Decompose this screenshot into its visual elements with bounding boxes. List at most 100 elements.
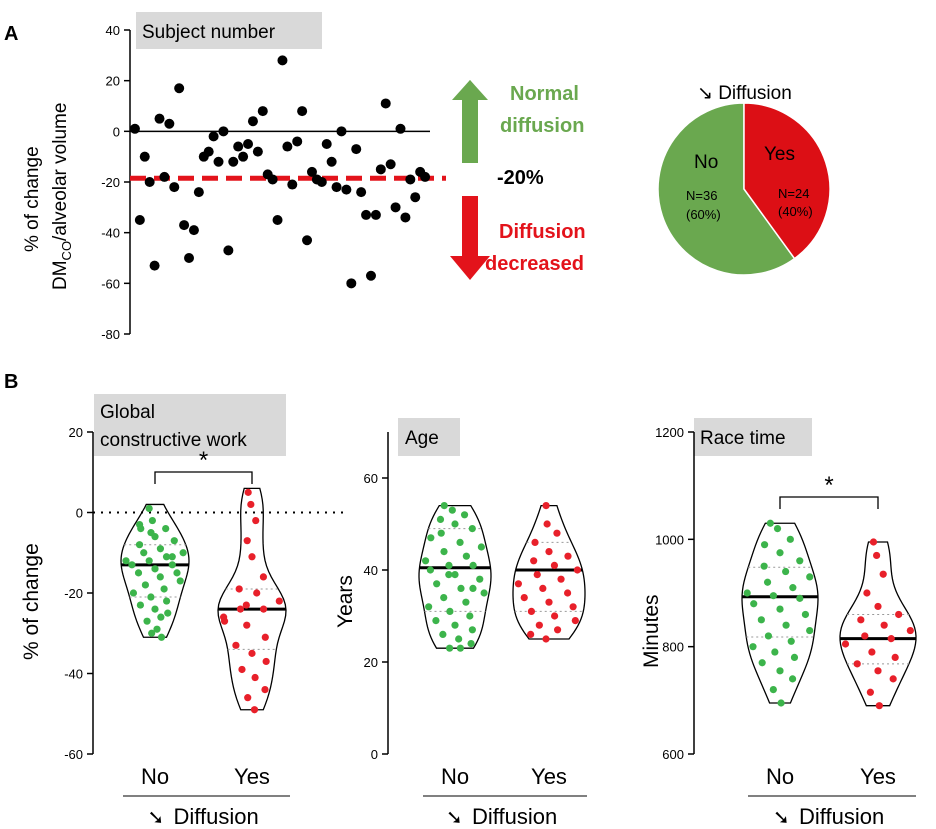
scatter-point	[365, 270, 376, 281]
decreased-arrow-shaft	[462, 196, 478, 258]
violin-point	[466, 612, 474, 620]
panel-b-letter: B	[4, 371, 18, 393]
violin-point	[469, 584, 477, 593]
violin-3-title-bg	[694, 418, 812, 456]
violin-point	[426, 566, 434, 574]
violin-point	[776, 667, 784, 675]
scatter-point	[405, 174, 416, 185]
pie-title: ↘ Diffusion	[697, 83, 792, 104]
scatter-point	[149, 260, 160, 271]
violin-point	[542, 635, 550, 643]
violin-point	[170, 537, 178, 545]
violin-point	[569, 603, 577, 611]
scatter-point	[306, 166, 317, 177]
violin-point	[235, 585, 243, 593]
normal-diffusion-arrow-shaft	[462, 97, 478, 163]
violin-point	[168, 553, 176, 561]
violin-point	[782, 621, 790, 629]
decreased-label-line1: Diffusion	[499, 221, 586, 243]
violin-3-ylabel: Minutes	[640, 594, 663, 668]
violin-point	[773, 525, 782, 533]
violin-category-label: No	[766, 764, 794, 789]
violin-point	[451, 520, 459, 528]
violin-point	[242, 601, 250, 609]
scatter-point	[174, 83, 185, 94]
violin-y-tick-label: -60	[64, 747, 83, 762]
violin-y-tick-label: 0	[76, 506, 83, 521]
violin-point	[764, 632, 773, 640]
violin-point	[776, 549, 784, 557]
violin-point	[857, 616, 865, 624]
violin-point	[874, 667, 882, 675]
violin-point	[787, 637, 795, 645]
violin-category-label: Yes	[234, 764, 270, 789]
violin-y-tick-label: 1200	[655, 425, 684, 440]
violin-point	[889, 675, 897, 683]
scatter-point	[203, 146, 214, 157]
violin-point	[457, 584, 465, 593]
scatter-y-tick-label: -60	[101, 276, 120, 291]
scatter-point	[390, 202, 401, 213]
violin-point	[143, 617, 151, 625]
violin-point	[456, 538, 464, 547]
scatter-point	[164, 118, 175, 129]
scatter-point	[410, 192, 421, 203]
violin-y-tick-label: 0	[371, 747, 378, 762]
violin-category-label: Yes	[531, 764, 567, 789]
violin-point	[806, 573, 814, 581]
violin-point	[173, 569, 181, 577]
violin-point	[520, 594, 528, 602]
significance-bracket	[154, 471, 253, 484]
violin-group-label: Diffusion	[472, 804, 557, 829]
violin-point	[545, 548, 553, 556]
scatter-point	[159, 171, 170, 182]
violin-point	[553, 529, 561, 537]
violin-point	[841, 640, 850, 648]
scatter-point	[380, 98, 391, 109]
violin-point	[251, 673, 259, 682]
violin-point	[895, 610, 903, 619]
significance-star: *	[824, 472, 833, 499]
pie-no-label: No	[694, 152, 718, 173]
scatter-point	[193, 187, 204, 198]
violin-point	[440, 502, 448, 510]
violin-point	[542, 502, 550, 510]
violin-point	[157, 613, 165, 621]
violin-point	[468, 626, 476, 634]
violin-point	[151, 605, 159, 613]
violin-point	[455, 635, 463, 643]
diffusion-arrow-icon: ➘	[148, 807, 165, 829]
scatter-point	[129, 123, 140, 134]
violin-point	[467, 640, 475, 648]
violin-point	[786, 535, 794, 543]
violin-point	[244, 488, 252, 496]
violin-point	[906, 626, 914, 635]
violin-point	[531, 538, 539, 547]
violin-point	[238, 665, 246, 674]
scatter-point	[188, 225, 199, 236]
scatter-point	[228, 156, 239, 167]
violin-point	[151, 565, 159, 573]
violin-point	[446, 644, 454, 652]
scatter-point	[302, 235, 313, 246]
violin-point	[162, 525, 170, 533]
diffusion-arrow-icon: ➘	[446, 807, 463, 829]
violin-point	[421, 557, 430, 565]
violin-point	[446, 607, 454, 616]
violin-point	[248, 553, 256, 561]
violin-point	[557, 575, 565, 583]
violin-point	[757, 616, 765, 624]
scatter-point	[316, 177, 327, 187]
decreased-arrow-head	[450, 256, 490, 280]
violin-point	[122, 557, 130, 565]
violin-y-tick-label: 20	[364, 655, 378, 670]
scatter-point	[282, 141, 293, 152]
violin-point	[128, 561, 136, 569]
violin-1-title-bg	[94, 394, 286, 456]
violin-point	[243, 537, 251, 545]
scatter-y-tick-label: -20	[101, 175, 120, 190]
violin-3-title: Race time	[700, 428, 786, 449]
scatter-title-bg	[136, 12, 322, 49]
scatter-point	[169, 182, 180, 193]
